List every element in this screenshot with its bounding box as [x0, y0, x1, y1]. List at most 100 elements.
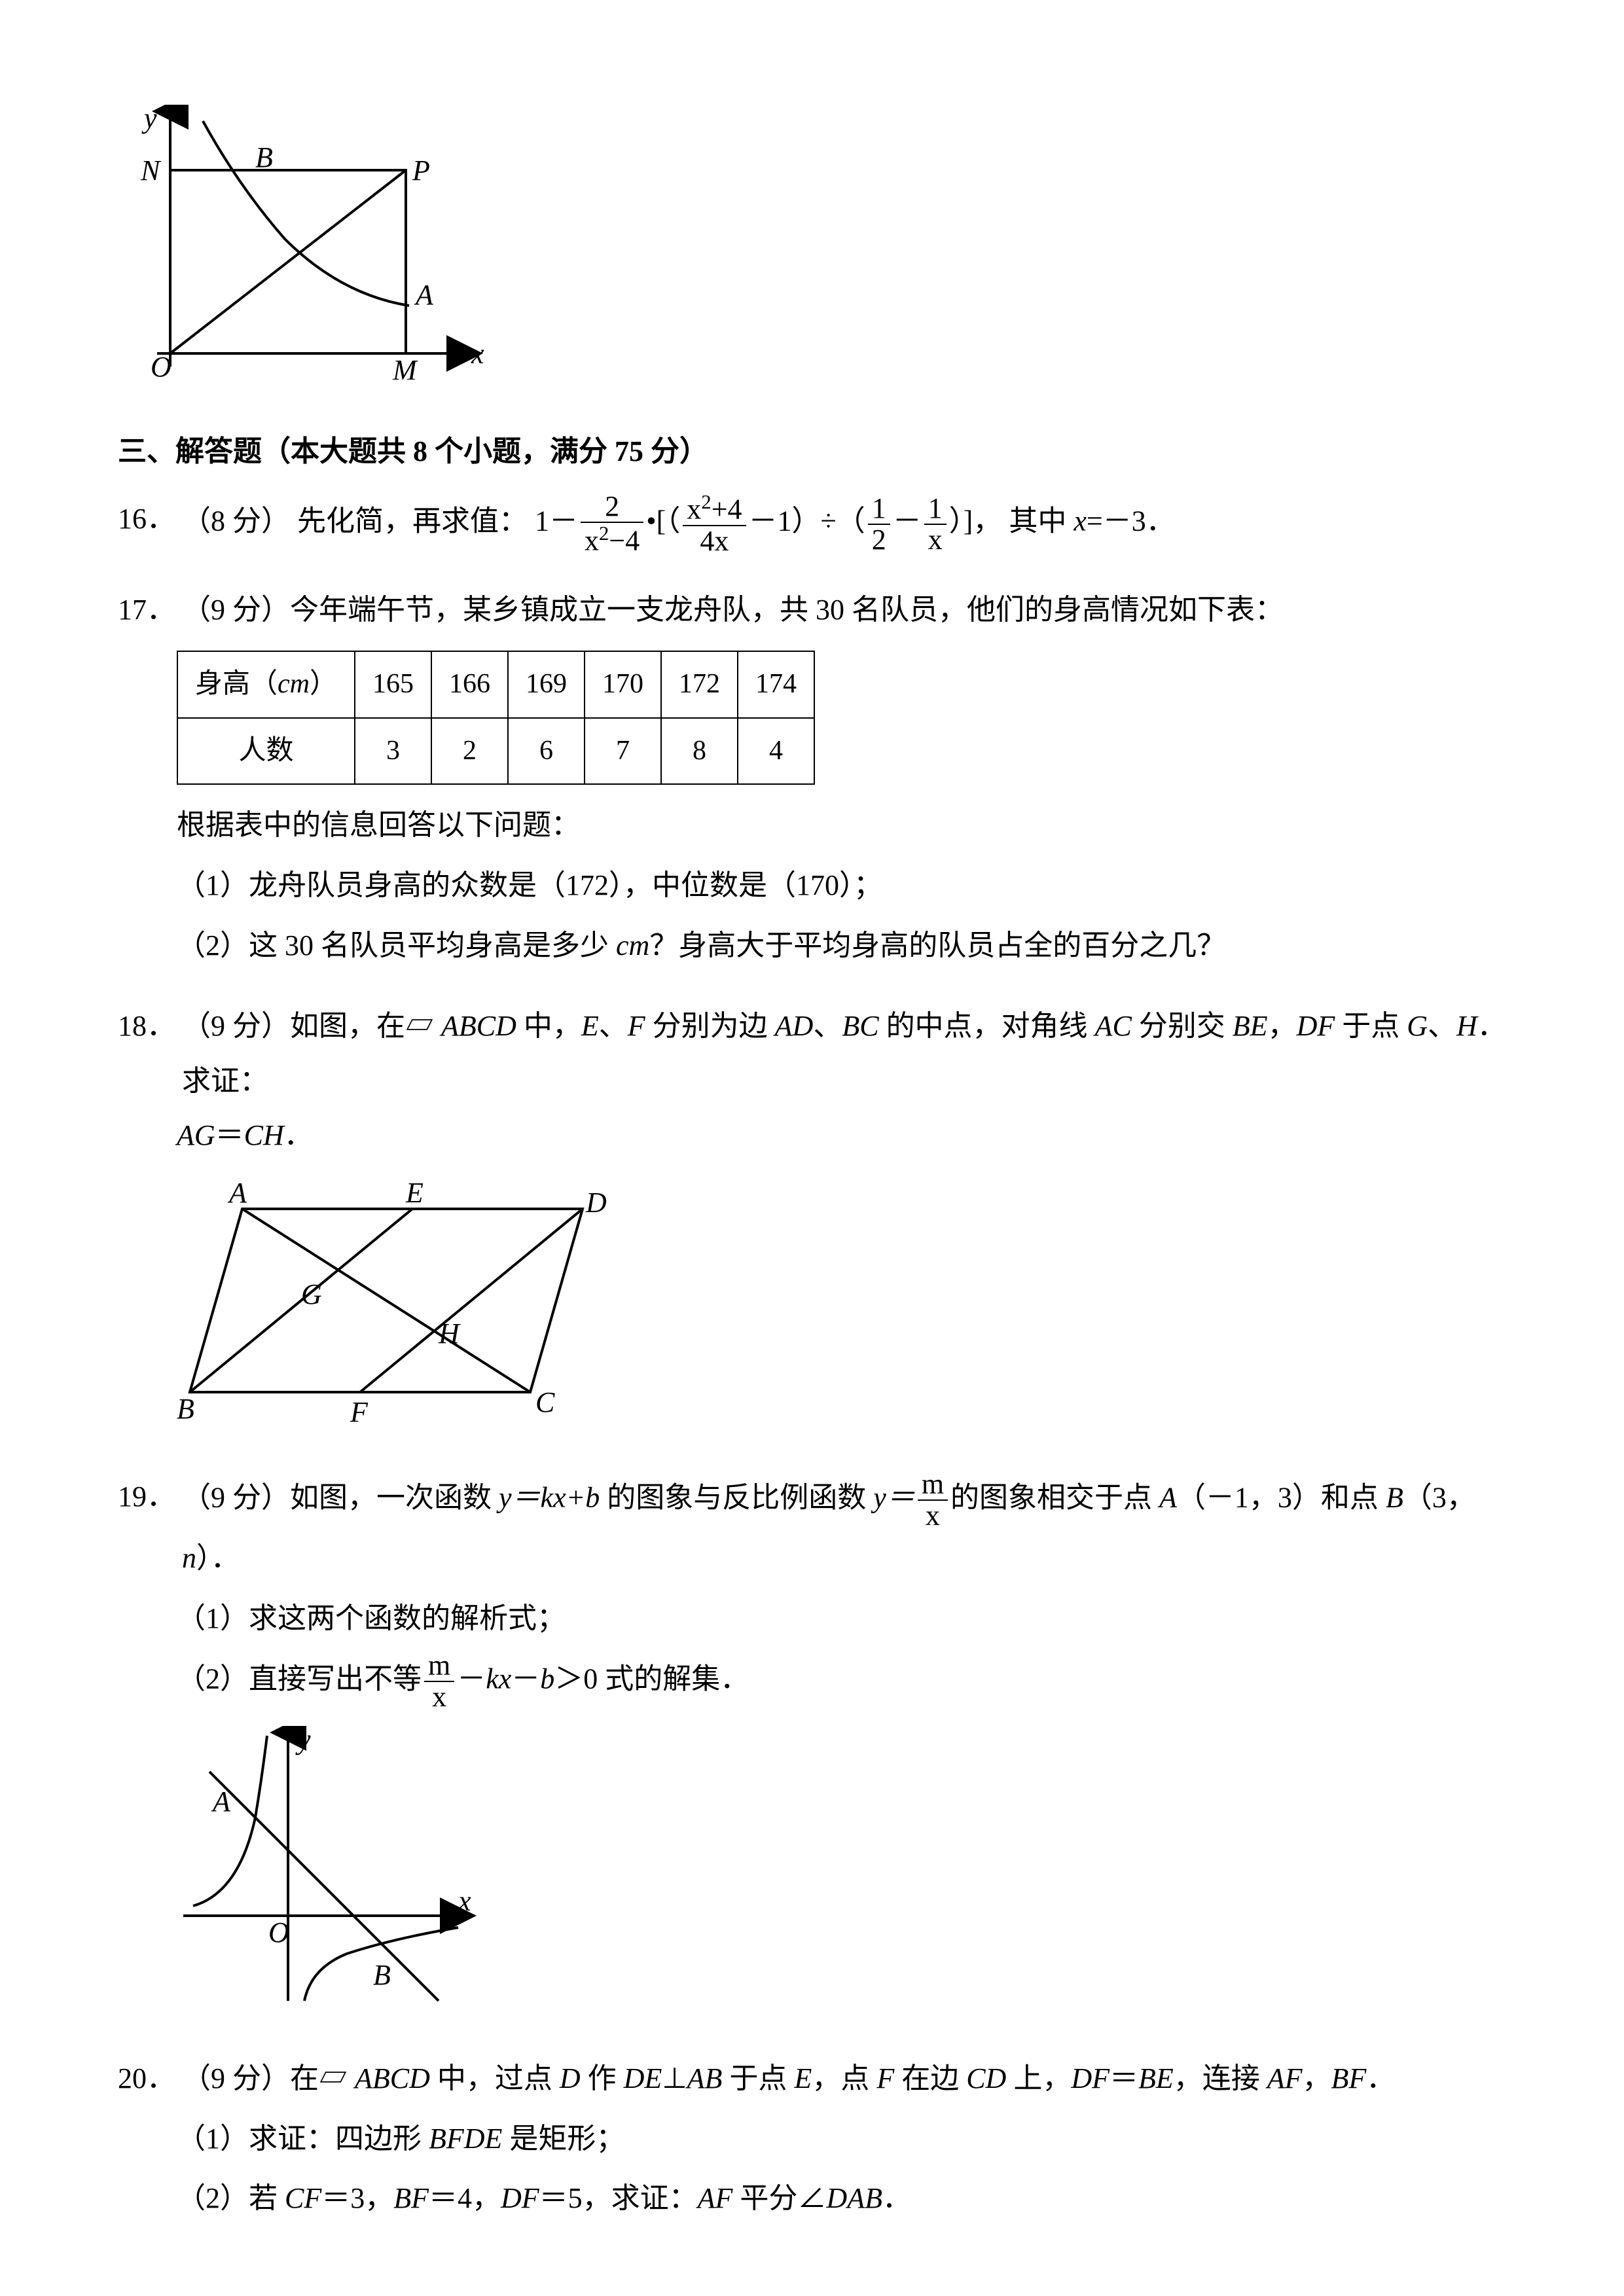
t: 在边 [894, 2062, 966, 2094]
figure-19-svg: y x O A B [177, 1726, 478, 2007]
svg-text:A: A [414, 279, 434, 311]
svg-text:A: A [227, 1177, 247, 1209]
t: 在▱ [290, 2062, 355, 2094]
t: b [540, 1662, 554, 1695]
p16-frac4: 1x [924, 493, 947, 555]
t: 作 [581, 2062, 624, 2094]
t: ， [1268, 1010, 1297, 1042]
p16-frac3: 12 [868, 493, 890, 555]
frac-den: x2−4 [581, 523, 643, 556]
p16-num: 16． [118, 492, 175, 547]
svg-text:A: A [211, 1785, 231, 1818]
t: 、 [599, 1010, 628, 1042]
t: （2）直接写出不等 [177, 1662, 422, 1695]
frac-num: 2 [581, 492, 643, 523]
t: （3， [1403, 1481, 1475, 1513]
p19-points: （9 分） [182, 1481, 290, 1513]
p19-q1: （1）求这两个函数的解析式； [177, 1591, 1506, 1646]
frac-den: 2 [868, 525, 890, 555]
frac-den: x [918, 1501, 948, 1531]
p16-body: （8 分） 先化简，再求值： 1－2x2−4•[（x2+44x－1）÷（12－1… [182, 492, 1506, 556]
t: BE [1138, 2062, 1174, 2094]
t: AF [1267, 2062, 1303, 2094]
t: F [876, 2062, 894, 2094]
p20-q1: （1）求证：四边形 BFDE 是矩形； [177, 2111, 1506, 2166]
problem-16: 16． （8 分） 先化简，再求值： 1－2x2−4•[（x2+44x－1）÷（… [118, 492, 1506, 556]
svg-text:G: G [301, 1278, 322, 1310]
svg-text:x: x [458, 1885, 471, 1917]
t: ⊥ [662, 2062, 687, 2094]
p16-dot: •[（ [646, 505, 680, 537]
table-cell: 165 [355, 651, 431, 718]
t: BC [842, 1010, 878, 1042]
t: kx [486, 1662, 511, 1695]
p18-points: （9 分） [182, 1010, 290, 1042]
p19-frac2: mx [424, 1651, 454, 1712]
t: E [794, 2062, 812, 2094]
table-cell: 172 [661, 651, 738, 718]
table-cell: 174 [738, 651, 814, 718]
table-cell: 3 [355, 718, 431, 785]
frac-num: m [918, 1469, 948, 1501]
t: 上， [1006, 2062, 1071, 2094]
t: 如图，一次函数 [290, 1481, 499, 1513]
svg-text:H: H [438, 1318, 461, 1350]
table-row: 人数 3 2 6 7 8 4 [177, 718, 814, 785]
t: ． [1366, 2062, 1395, 2094]
t: ， [1303, 2062, 1331, 2094]
svg-text:P: P [412, 154, 430, 187]
t: 、 [813, 1010, 842, 1042]
p18-body: （9 分）如图，在▱ ABCD 中，E、F 分别为边 AD、BC 的中点，对角线… [182, 999, 1506, 1108]
figure-19: y x O A B [177, 1726, 1506, 2026]
t: BE [1233, 1010, 1268, 1042]
figure-top: y x O N B P A M [131, 105, 1506, 398]
p19-num: 19． [118, 1469, 175, 1524]
p16-frac2: x2+44x [683, 492, 746, 556]
table-cell: 8 [661, 718, 738, 785]
t: E [581, 1010, 599, 1042]
t: AD [775, 1010, 814, 1042]
p20-num: 20． [118, 2051, 175, 2106]
t: 分别交 [1132, 1010, 1233, 1042]
p17-num: 17． [118, 583, 175, 637]
section-title: 三、解答题（本大题共 8 个小题，满分 75 分） [118, 424, 1506, 479]
t: y＝kx+b [499, 1481, 600, 1513]
svg-text:x: x [471, 338, 484, 370]
frac-den: 4x [683, 526, 746, 556]
table-cell: 身高（cm） [177, 651, 355, 718]
problem-20: 20． （9 分）在▱ ABCD 中，过点 D 作 DE⊥AB 于点 E，点 F… [118, 2051, 1506, 2226]
t: ，点 [812, 2062, 876, 2094]
figure-18: A E D B F C G H [177, 1176, 1506, 1443]
p17-table: 身高（cm） 165 166 169 170 172 174 人数 3 2 6 … [177, 651, 815, 785]
t: AB [687, 2062, 723, 2094]
exam-page: y x O N B P A M 三、解答题（本大题共 8 个小题，满分 75 分… [0, 0, 1624, 2296]
svg-text:B: B [373, 1959, 391, 1991]
figure-top-svg: y x O N B P A M [131, 105, 484, 380]
p16-frac1: 2x2−4 [581, 492, 643, 556]
frac-den: x [424, 1682, 454, 1712]
svg-text:B: B [255, 141, 273, 173]
p17-q2: （2）这 30 名队员平均身高是多少 cm？身高大于平均身高的队员占全的百分之几… [177, 918, 1506, 973]
table-cell: 7 [585, 718, 661, 785]
t: AC [1095, 1010, 1132, 1042]
table-cell: 人数 [177, 718, 355, 785]
p18-line2: AG＝CH． [177, 1108, 1506, 1163]
svg-text:y: y [295, 1726, 311, 1755]
t: 中，过点 [430, 2062, 560, 2094]
frac-num: m [424, 1651, 454, 1682]
svg-text:E: E [405, 1177, 424, 1209]
table-row: 身高（cm） 165 166 169 170 172 174 [177, 651, 814, 718]
t: DF [1071, 2062, 1110, 2094]
t: （－1，3）和点 [1177, 1481, 1386, 1513]
p18-abcd: ABCD [441, 1010, 516, 1042]
p17-body: （9 分）今年端午节，某乡镇成立一支龙舟队，共 30 名队员，他们的身高情况如下… [182, 583, 1506, 637]
t: 的图象相交于点 [950, 1481, 1159, 1513]
t: － [457, 1662, 486, 1695]
t: D [560, 2062, 581, 2094]
t: ABCD [355, 2062, 430, 2094]
t: BF [1331, 2062, 1367, 2094]
p16-mid: －1）÷（ [749, 505, 865, 537]
t: 、 [1428, 1010, 1456, 1042]
t: 分别为边 [645, 1010, 775, 1042]
t: 于点 [722, 2062, 794, 2094]
